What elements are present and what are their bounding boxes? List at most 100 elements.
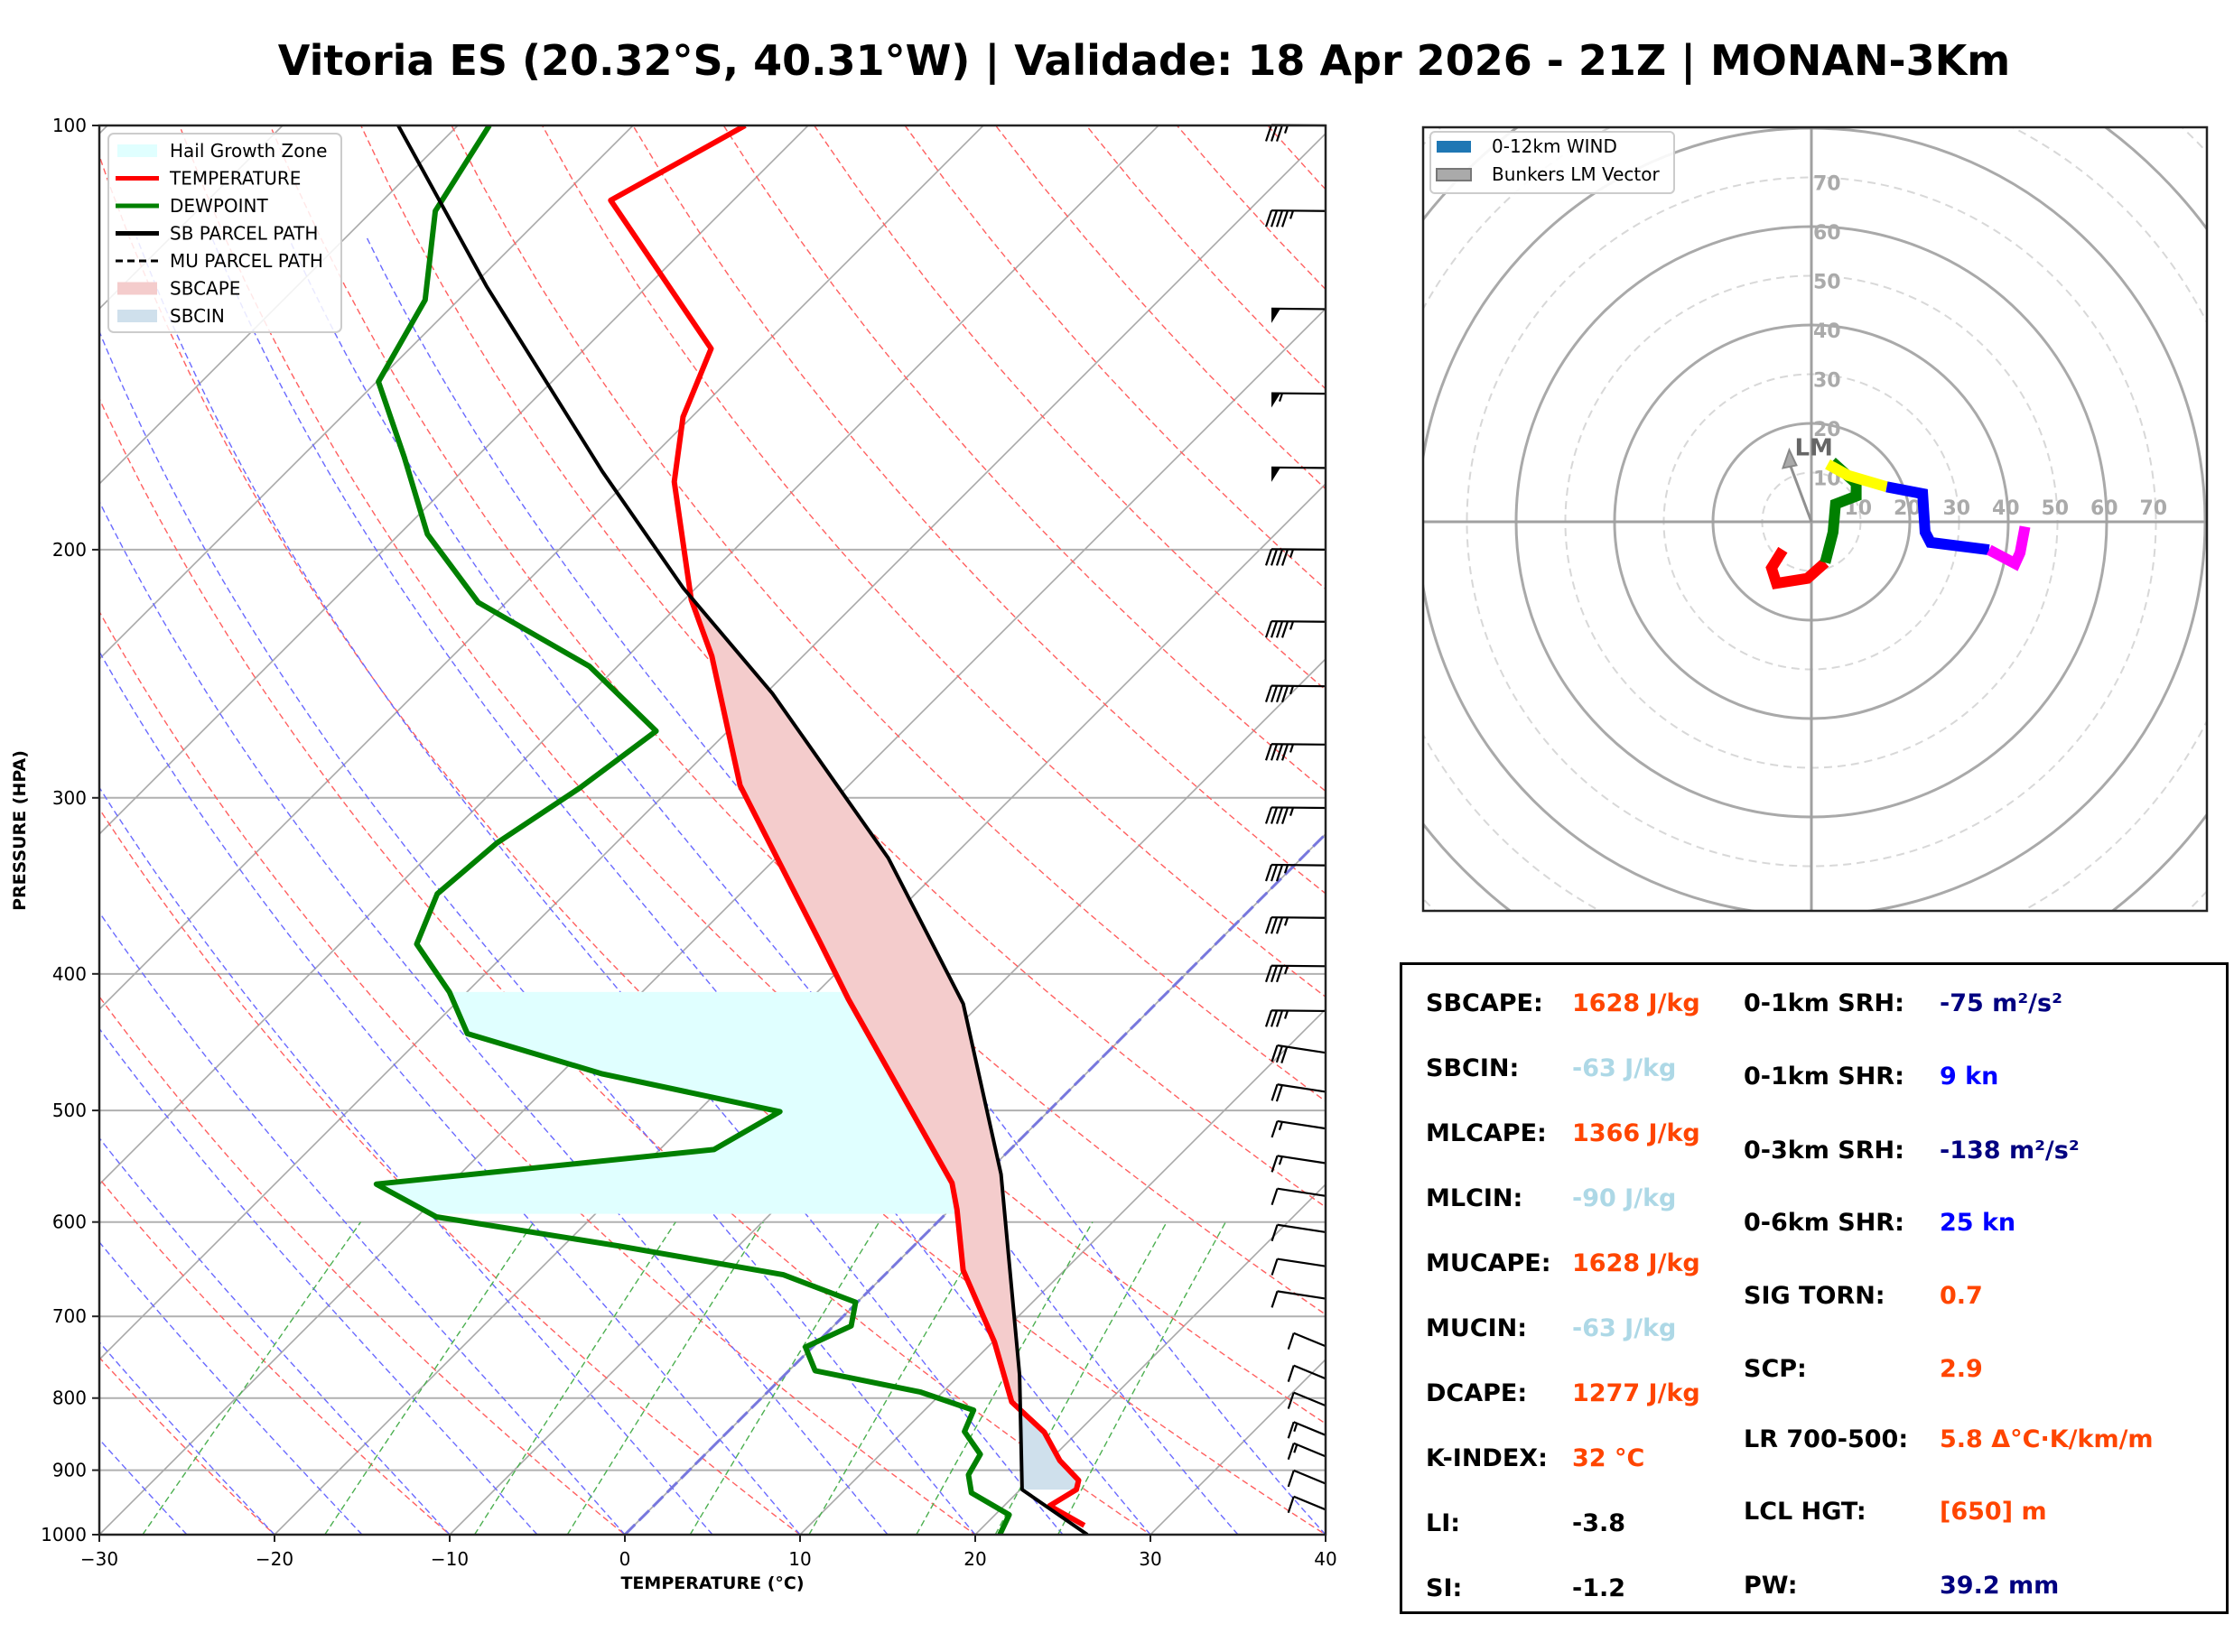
barb-flag	[1271, 1224, 1279, 1242]
barb-flag	[1270, 685, 1279, 703]
barb-flag	[1271, 1155, 1279, 1173]
dry-adiabat	[99, 610, 977, 1535]
hodograph-ring-label: 60	[2090, 497, 2118, 520]
barb-flag	[1287, 1470, 1295, 1488]
stat-left-value: -90 J/kg	[1572, 1184, 1677, 1212]
barb-flag	[1275, 549, 1284, 566]
barb-flag	[1275, 209, 1284, 227]
chart-title: Vitoria ES (20.32°S, 40.31°W) | Validade…	[277, 36, 2011, 85]
moist-adiabat	[99, 1240, 363, 1535]
dry-adiabat	[632, 125, 1326, 895]
stat-left-label: MUCAPE:	[1426, 1249, 1551, 1277]
dry-adiabat	[722, 125, 1326, 793]
barb-flag	[1280, 549, 1289, 566]
barb-flag	[1271, 1044, 1279, 1063]
mixing-ratio-line	[1056, 1221, 1226, 1535]
legend-label: Hail Growth Zone	[170, 140, 327, 162]
barb-half-flag	[1283, 864, 1289, 874]
barb-flag	[1287, 1392, 1295, 1409]
barb-flag	[1271, 1188, 1279, 1206]
stats-panel: SBCAPE: 1628 J/kg SBCIN: -63 J/kg MLCAPE: 136…	[1400, 962, 2229, 1614]
stat-right-value: 25 kn	[1940, 1209, 2016, 1237]
wind-barb	[1264, 964, 1326, 983]
stat-left-label: SBCIN:	[1426, 1054, 1520, 1082]
barb-staff	[1271, 548, 1326, 552]
barb-half-flag	[1289, 210, 1295, 219]
x-tick-label: 30	[1139, 1548, 1161, 1570]
barb-flag	[1275, 965, 1284, 983]
wind-barb	[1287, 1495, 1326, 1514]
wind-barb	[1271, 392, 1326, 408]
dry-adiabat	[451, 125, 1326, 1102]
barb-staff	[1277, 1290, 1326, 1300]
wind-barb	[1271, 1119, 1326, 1138]
barb-half-flag	[1278, 1155, 1283, 1165]
legend-label: SBCIN	[170, 305, 225, 327]
wind-barb	[1264, 209, 1326, 227]
stat-left-value: -63 J/kg	[1572, 1314, 1677, 1342]
dry-adiabat	[99, 995, 627, 1535]
barb-staff	[1271, 863, 1326, 867]
y-tick-label: 600	[52, 1211, 87, 1233]
barb-flag	[1271, 1291, 1279, 1308]
moist-adiabat	[287, 237, 1239, 1535]
wind-barb	[1271, 1187, 1326, 1206]
barb-flag	[1287, 1421, 1295, 1439]
y-tick-label: 200	[52, 539, 87, 561]
legend-label: TEMPERATURE	[169, 168, 301, 190]
barb-flag	[1275, 864, 1284, 882]
hodograph-ring-label: 20	[1894, 497, 1922, 520]
dry-adiabat	[99, 1177, 451, 1535]
hodograph-ring-label: 50	[1813, 272, 1841, 294]
isotherm	[273, 482, 1326, 1535]
legend-swatch	[1436, 168, 1472, 181]
barb-flag	[1264, 743, 1273, 761]
barb-staff	[1277, 1258, 1326, 1267]
hodograph-segment	[1885, 481, 1990, 556]
stat-right-label: 0-6km SHR:	[1744, 1209, 1904, 1237]
barb-staff	[1293, 1364, 1326, 1380]
moist-adiabat	[99, 500, 889, 1535]
stat-right-value: 9 kn	[1940, 1063, 1999, 1091]
stat-left-value: 32 °C	[1572, 1444, 1645, 1472]
barb-half-flag	[1283, 916, 1289, 926]
moist-adiabat	[99, 1341, 275, 1535]
barb-flag	[1270, 807, 1279, 824]
y-tick-label: 300	[52, 787, 87, 809]
barb-flag	[1275, 1084, 1283, 1102]
stat-right-label: SIG TORN:	[1744, 1282, 1885, 1310]
x-tick-label: 40	[1314, 1548, 1336, 1570]
y-tick-label: 500	[52, 1100, 87, 1121]
isotherm	[99, 125, 985, 1011]
stat-left-value: 1628 J/kg	[1572, 1249, 1700, 1277]
isotherm	[99, 125, 635, 661]
freezing-isotherm	[623, 831, 1326, 1535]
barb-flag	[1287, 1365, 1295, 1382]
wind-barb	[1287, 1364, 1326, 1382]
barb-staff	[1271, 307, 1326, 311]
wind-barb	[1287, 1391, 1326, 1409]
barb-flag	[1264, 685, 1273, 702]
legend-box	[1429, 131, 1675, 194]
legend-swatch	[1437, 141, 1471, 153]
wind-barb	[1264, 124, 1326, 142]
isotherm	[99, 125, 1160, 1186]
barb-flag	[1264, 620, 1273, 638]
barb-flag	[1275, 916, 1284, 934]
barb-flag	[1270, 209, 1279, 227]
barb-half-flag	[1293, 1423, 1299, 1433]
x-tick-label: 10	[788, 1548, 811, 1570]
wind-barb	[1264, 743, 1326, 761]
isotherm	[99, 132, 1326, 1361]
barb-half-flag	[1283, 1010, 1289, 1019]
barb-flag	[1270, 743, 1279, 761]
barb-half-flag	[1289, 621, 1295, 630]
wind-barb	[1287, 1332, 1326, 1350]
barb-staff	[1271, 806, 1326, 810]
barb-staff	[1293, 1421, 1326, 1436]
wind-barb	[1271, 1044, 1326, 1063]
bunkers-lm-vector	[1788, 461, 1813, 523]
barb-flag	[1275, 1045, 1283, 1063]
barb-staff	[1271, 620, 1326, 623]
